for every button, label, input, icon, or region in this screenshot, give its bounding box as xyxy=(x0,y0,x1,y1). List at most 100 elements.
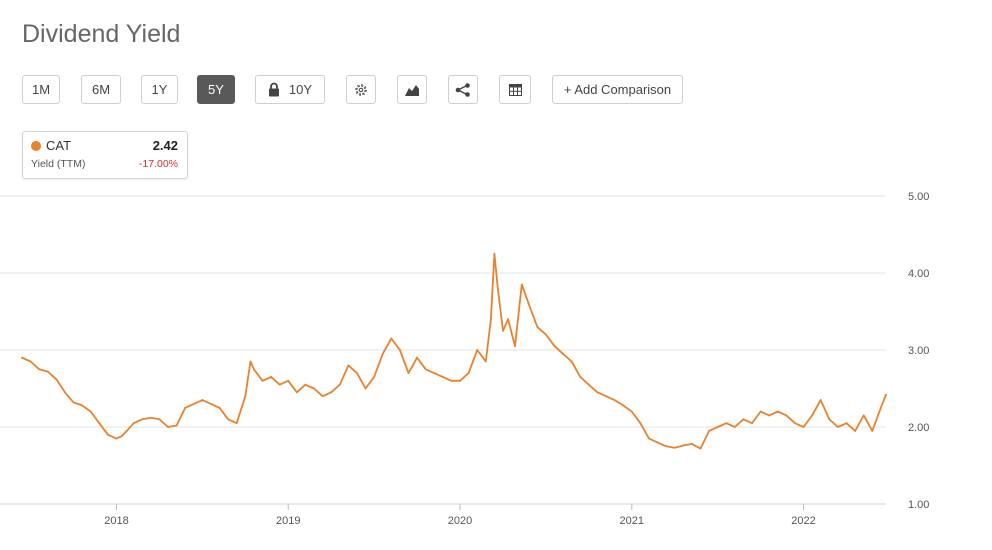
data-point xyxy=(665,445,668,448)
data-point xyxy=(459,379,461,382)
share-button[interactable] xyxy=(448,75,478,104)
data-point xyxy=(364,387,367,390)
data-point xyxy=(527,302,530,305)
data-point xyxy=(38,368,41,371)
y-tick-label: 1.00 xyxy=(908,499,929,511)
series-line-cat xyxy=(21,252,887,450)
data-point xyxy=(64,391,66,394)
data-point xyxy=(785,414,788,417)
data-point xyxy=(862,414,865,417)
data-point xyxy=(125,429,128,432)
data-point xyxy=(149,416,152,419)
data-point xyxy=(398,349,401,351)
legend-value: 2.42 xyxy=(152,138,178,153)
data-point xyxy=(167,426,169,428)
data-point xyxy=(879,406,882,409)
data-point xyxy=(141,418,144,421)
series-color-dot xyxy=(31,141,41,151)
data-point xyxy=(424,368,427,371)
data-point xyxy=(828,418,831,421)
data-point xyxy=(433,372,436,374)
data-point xyxy=(514,345,516,348)
data-point xyxy=(252,368,255,371)
table-view-button[interactable] xyxy=(499,75,531,104)
lock-icon xyxy=(268,82,280,97)
page-title: Dividend Yield xyxy=(22,20,181,48)
data-point xyxy=(768,414,771,417)
y-tick-label: 2.00 xyxy=(908,422,929,434)
data-point xyxy=(507,318,510,321)
data-point xyxy=(570,360,573,363)
legend-ticker: CAT xyxy=(46,138,72,153)
y-tick-label: 4.00 xyxy=(908,268,929,280)
data-point xyxy=(648,437,650,440)
data-point xyxy=(120,435,123,438)
data-point xyxy=(373,376,376,378)
data-point xyxy=(304,383,307,386)
gear-icon xyxy=(354,83,368,97)
data-point xyxy=(484,360,487,363)
data-point xyxy=(287,379,290,382)
y-tick-label: 5.00 xyxy=(908,191,929,203)
data-point xyxy=(496,287,499,290)
data-point xyxy=(132,422,135,425)
data-point xyxy=(441,376,444,378)
data-point xyxy=(249,360,252,363)
data-point xyxy=(562,352,564,355)
x-tick-label: 2018 xyxy=(104,515,128,527)
x-tick-label: 2022 xyxy=(791,515,815,527)
data-point xyxy=(871,429,874,432)
data-point xyxy=(622,404,625,407)
data-point xyxy=(691,443,693,445)
data-point xyxy=(184,406,187,409)
data-point xyxy=(682,444,685,447)
data-point xyxy=(115,437,118,440)
data-point xyxy=(802,426,805,428)
data-point xyxy=(742,418,745,421)
data-point xyxy=(605,395,607,398)
data-point xyxy=(493,252,496,255)
data-point xyxy=(270,376,272,378)
add-comparison-button[interactable]: + Add Comparison xyxy=(552,75,683,104)
chart-type-button[interactable] xyxy=(397,75,427,104)
data-point xyxy=(347,364,350,367)
data-point xyxy=(476,349,479,351)
range-6m-button[interactable]: 6M xyxy=(81,75,121,104)
data-point xyxy=(321,395,324,398)
data-point xyxy=(716,426,719,428)
data-point xyxy=(613,399,616,401)
y-tick-label: 3.00 xyxy=(908,345,929,357)
data-point xyxy=(579,376,582,378)
data-point xyxy=(467,372,470,374)
data-point xyxy=(244,395,247,398)
data-point xyxy=(381,352,384,355)
data-point xyxy=(55,378,58,381)
data-point xyxy=(21,356,23,359)
data-point xyxy=(845,422,848,425)
legend: CAT 2.42 Yield (TTM) -17.00% xyxy=(22,131,188,179)
share-icon xyxy=(455,82,471,97)
data-point xyxy=(553,345,556,348)
data-point xyxy=(407,372,410,374)
data-point xyxy=(29,360,32,363)
data-point xyxy=(261,379,264,382)
x-tick-label: 2020 xyxy=(448,515,472,527)
data-point xyxy=(106,433,109,436)
data-point xyxy=(630,410,633,413)
range-1m-button[interactable]: 1M xyxy=(22,75,60,104)
table-icon xyxy=(508,83,522,96)
range-10y-button[interactable]: 10Y xyxy=(255,75,325,104)
data-point xyxy=(218,406,221,409)
data-point xyxy=(227,418,230,421)
x-tick-label: 2021 xyxy=(620,515,644,527)
settings-button[interactable] xyxy=(346,75,376,104)
data-point xyxy=(313,387,315,390)
data-point xyxy=(885,393,887,396)
data-point xyxy=(673,446,676,449)
range-1y-button[interactable]: 1Y xyxy=(141,75,178,104)
data-point xyxy=(158,418,161,421)
data-point xyxy=(210,403,212,405)
range-5y-button[interactable]: 5Y xyxy=(197,75,235,104)
data-point xyxy=(656,441,659,444)
